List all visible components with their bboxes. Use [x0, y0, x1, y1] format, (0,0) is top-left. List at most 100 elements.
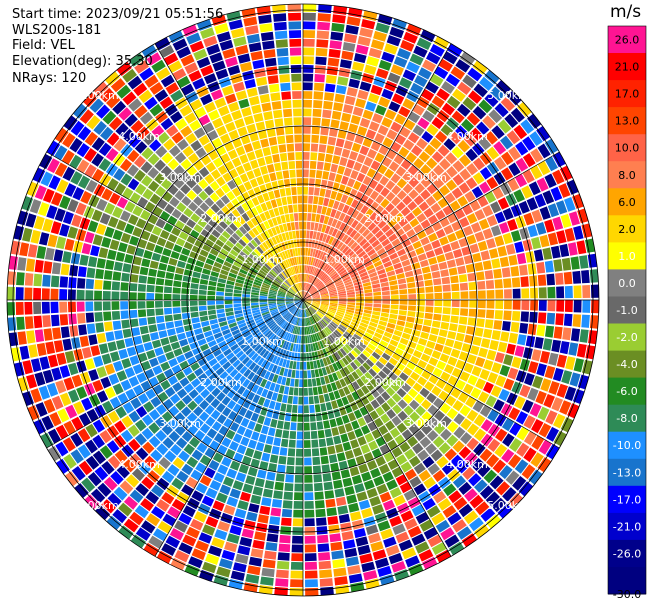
velocity-cell: [311, 378, 317, 387]
velocity-cell: [270, 258, 277, 266]
velocity-cell: [212, 60, 226, 72]
velocity-cell: [270, 145, 279, 155]
velocity-cell: [118, 348, 129, 360]
velocity-cell: [128, 376, 140, 387]
velocity-cell: [239, 325, 248, 332]
velocity-cell: [319, 214, 325, 224]
velocity-cell: [257, 357, 265, 366]
velocity-cell: [424, 279, 433, 287]
velocity-cell: [216, 402, 226, 413]
velocity-cell: [161, 492, 175, 505]
velocity-cell: [244, 314, 253, 319]
velocity-cell: [101, 353, 112, 365]
velocity-cell: [282, 322, 289, 330]
velocity-cell: [217, 278, 227, 284]
velocity-cell: [537, 143, 551, 159]
velocity-cell: [433, 397, 444, 409]
velocity-cell: [381, 88, 394, 100]
velocity-cell: [290, 325, 295, 334]
velocity-cell: [469, 243, 480, 254]
velocity-cell: [311, 266, 316, 275]
velocity-cell: [278, 274, 285, 281]
velocity-cell: [53, 249, 64, 262]
velocity-cell: [474, 479, 488, 493]
velocity-cell: [194, 106, 207, 119]
velocity-cell: [409, 455, 421, 468]
velocity-cell: [316, 205, 323, 214]
velocity-cell: [520, 119, 535, 134]
velocity-cell: [272, 256, 279, 264]
velocity-cell: [523, 415, 536, 429]
velocity-cell: [317, 543, 330, 552]
velocity-cell: [148, 233, 159, 244]
velocity-cell: [330, 541, 343, 551]
velocity-cell: [367, 325, 377, 332]
velocity-cell: [321, 301, 330, 303]
velocity-cell: [303, 414, 310, 422]
velocity-cell: [261, 102, 272, 112]
velocity-cell: [325, 254, 332, 263]
velocity-cell: [367, 421, 377, 432]
velocity-cell: [260, 369, 267, 378]
velocity-cell: [304, 300, 312, 303]
velocity-cell: [124, 254, 134, 264]
velocity-cell: [203, 142, 215, 154]
velocity-cell: [451, 300, 460, 308]
velocity-cell: [254, 316, 263, 322]
velocity-cell: [200, 93, 213, 106]
velocity-cell: [200, 65, 214, 77]
velocity-cell: [217, 464, 229, 475]
velocity-cell: [421, 131, 434, 143]
velocity-cell: [342, 276, 351, 282]
velocity-cell: [276, 216, 282, 225]
velocity-cell: [349, 339, 358, 347]
velocity-cell: [483, 469, 498, 484]
velocity-cell: [321, 118, 331, 127]
velocity-cell: [155, 315, 165, 324]
velocity-cell: [337, 326, 346, 333]
velocity-cell: [294, 474, 303, 483]
velocity-cell: [323, 162, 331, 172]
velocity-cell: [221, 456, 232, 467]
velocity-cell: [92, 379, 104, 393]
velocity-cell: [243, 115, 255, 126]
velocity-cell: [291, 544, 303, 553]
velocity-cell: [228, 129, 239, 140]
velocity-cell: [333, 276, 341, 282]
velocity-cell: [76, 229, 87, 242]
velocity-cell: [223, 348, 232, 357]
velocity-cell: [472, 400, 484, 413]
velocity-cell: [289, 213, 295, 222]
velocity-cell: [368, 121, 380, 132]
velocity-cell: [434, 300, 443, 307]
velocity-cell: [564, 227, 576, 242]
velocity-cell: [359, 81, 372, 92]
velocity-cell: [187, 356, 197, 366]
velocity-cell: [300, 291, 303, 299]
velocity-cell: [160, 117, 174, 131]
velocity-cell: [137, 301, 146, 309]
velocity-cell: [112, 229, 123, 241]
velocity-cell: [192, 172, 203, 183]
velocity-cell: [245, 359, 254, 368]
velocity-cell: [538, 423, 552, 438]
velocity-cell: [154, 244, 164, 254]
velocity-cell: [353, 180, 362, 191]
velocity-cell: [317, 21, 331, 31]
velocity-cell: [412, 104, 425, 116]
velocity-cell: [279, 330, 286, 338]
velocity-cell: [486, 238, 496, 249]
velocity-cell: [311, 292, 320, 297]
velocity-cell: [508, 146, 521, 161]
velocity-cell: [239, 491, 251, 502]
velocity-cell: [428, 257, 438, 265]
velocity-cell: [286, 314, 293, 322]
velocity-cell: [190, 289, 198, 295]
velocity-cell: [355, 44, 369, 55]
velocity-cell: [286, 302, 294, 306]
velocity-cell: [342, 259, 351, 267]
velocity-cell: [426, 340, 436, 349]
velocity-cell: [399, 372, 409, 382]
velocity-cell: [363, 156, 374, 167]
velocity-cell: [451, 367, 463, 378]
